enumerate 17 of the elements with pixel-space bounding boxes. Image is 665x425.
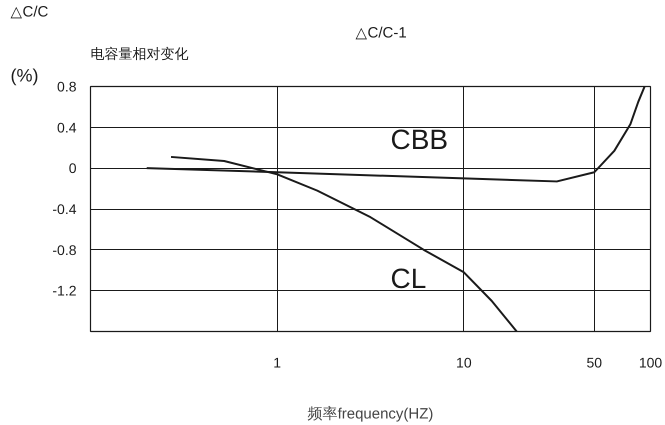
text: △C/C-1 [356, 24, 407, 42]
y-tick-label: -0.8 [52, 242, 77, 258]
series-label: CL [390, 262, 426, 294]
x-tick-label: 50 [586, 354, 602, 370]
y-tick-label: 0.8 [57, 78, 77, 94]
y-tick-label: 0.4 [57, 119, 77, 136]
x-axis-title: 频率frequency(HZ) [308, 406, 434, 422]
y-axis-title: (%) [10, 66, 38, 86]
y-tick-label: 0 [68, 160, 77, 176]
series-label: CBB [390, 124, 448, 156]
x-tick-label: 10 [456, 354, 472, 370]
y-tick-label: -0.4 [52, 201, 77, 217]
chart-title: 电容量相对变化 [90, 46, 188, 62]
x-tick-label: 100 [638, 354, 662, 370]
text: △C/C [10, 4, 48, 20]
x-tick-label: 1 [273, 354, 282, 370]
y-tick-label: -1.2 [52, 282, 77, 299]
